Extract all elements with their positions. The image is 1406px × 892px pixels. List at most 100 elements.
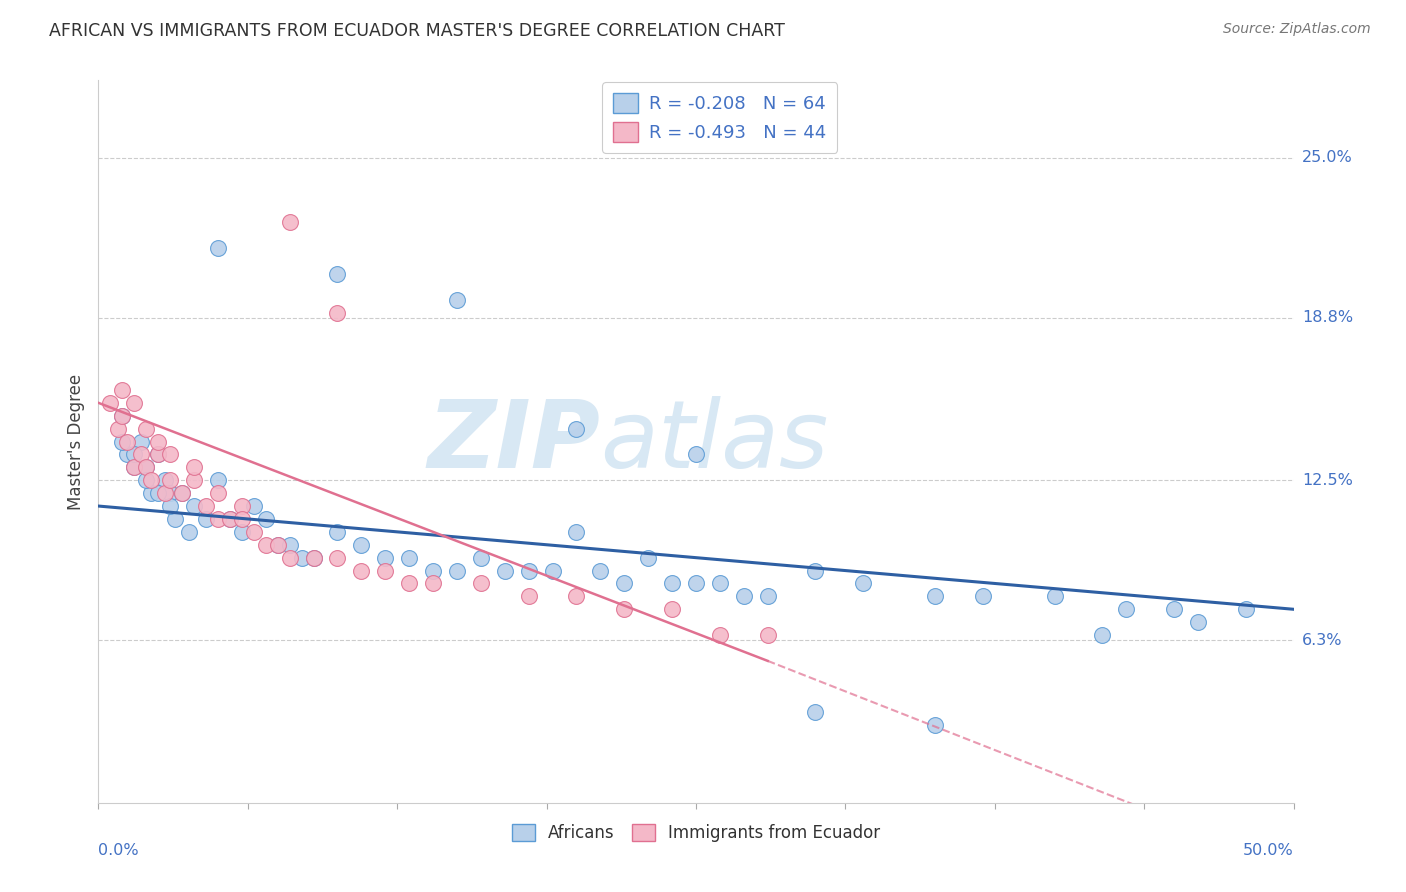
Point bbox=[470, 550, 492, 565]
Point bbox=[278, 215, 301, 229]
Point bbox=[756, 590, 779, 604]
Point bbox=[107, 422, 129, 436]
Point bbox=[278, 550, 301, 565]
Point bbox=[374, 564, 396, 578]
Point bbox=[124, 396, 146, 410]
Point bbox=[1091, 628, 1114, 642]
Point bbox=[326, 305, 349, 319]
Point bbox=[613, 602, 636, 616]
Point bbox=[302, 550, 325, 565]
Point bbox=[159, 486, 181, 500]
Point bbox=[98, 396, 122, 410]
Point bbox=[685, 447, 707, 461]
Point bbox=[350, 564, 373, 578]
Point bbox=[733, 590, 755, 604]
Point bbox=[852, 576, 875, 591]
Point bbox=[231, 499, 253, 513]
Point bbox=[243, 524, 266, 539]
Point bbox=[422, 564, 444, 578]
Point bbox=[517, 564, 540, 578]
Point bbox=[446, 293, 468, 307]
Point bbox=[1163, 602, 1185, 616]
Point bbox=[1234, 602, 1257, 616]
Point bbox=[135, 460, 157, 475]
Point bbox=[398, 576, 420, 591]
Point bbox=[219, 512, 242, 526]
Point bbox=[422, 576, 444, 591]
Point bbox=[172, 486, 194, 500]
Point bbox=[661, 576, 683, 591]
Text: 12.5%: 12.5% bbox=[1302, 473, 1353, 488]
Point bbox=[148, 434, 170, 449]
Point bbox=[195, 512, 218, 526]
Point bbox=[326, 524, 349, 539]
Point bbox=[159, 499, 181, 513]
Point bbox=[207, 512, 229, 526]
Point bbox=[207, 473, 229, 487]
Point bbox=[374, 550, 396, 565]
Point bbox=[155, 473, 177, 487]
Point bbox=[111, 383, 134, 397]
Point bbox=[131, 434, 153, 449]
Point bbox=[159, 447, 181, 461]
Point bbox=[195, 499, 218, 513]
Text: 6.3%: 6.3% bbox=[1302, 632, 1343, 648]
Point bbox=[148, 486, 170, 500]
Point bbox=[637, 550, 659, 565]
Point bbox=[804, 564, 827, 578]
Point bbox=[565, 590, 588, 604]
Point bbox=[183, 499, 205, 513]
Point bbox=[155, 486, 177, 500]
Y-axis label: Master's Degree: Master's Degree bbox=[67, 374, 86, 509]
Point bbox=[661, 602, 683, 616]
Point bbox=[1043, 590, 1066, 604]
Point bbox=[219, 512, 242, 526]
Point bbox=[541, 564, 564, 578]
Point bbox=[115, 447, 138, 461]
Point bbox=[124, 460, 146, 475]
Text: AFRICAN VS IMMIGRANTS FROM ECUADOR MASTER'S DEGREE CORRELATION CHART: AFRICAN VS IMMIGRANTS FROM ECUADOR MASTE… bbox=[49, 22, 785, 40]
Point bbox=[115, 434, 138, 449]
Text: 50.0%: 50.0% bbox=[1243, 843, 1294, 857]
Point bbox=[326, 550, 349, 565]
Point bbox=[135, 422, 157, 436]
Point bbox=[756, 628, 779, 642]
Point bbox=[124, 460, 146, 475]
Point bbox=[924, 718, 946, 732]
Point bbox=[207, 241, 229, 255]
Point bbox=[494, 564, 516, 578]
Point bbox=[565, 524, 588, 539]
Point bbox=[111, 434, 134, 449]
Point bbox=[613, 576, 636, 591]
Legend: Africans, Immigrants from Ecuador: Africans, Immigrants from Ecuador bbox=[505, 817, 887, 848]
Text: Source: ZipAtlas.com: Source: ZipAtlas.com bbox=[1223, 22, 1371, 37]
Point bbox=[1115, 602, 1137, 616]
Point bbox=[111, 409, 134, 423]
Text: atlas: atlas bbox=[600, 396, 828, 487]
Point bbox=[302, 550, 325, 565]
Point bbox=[148, 447, 170, 461]
Text: 25.0%: 25.0% bbox=[1302, 150, 1353, 165]
Point bbox=[254, 512, 277, 526]
Point bbox=[517, 590, 540, 604]
Point bbox=[131, 447, 153, 461]
Point bbox=[139, 473, 162, 487]
Point bbox=[972, 590, 994, 604]
Point bbox=[709, 628, 731, 642]
Point bbox=[446, 564, 468, 578]
Point bbox=[111, 409, 134, 423]
Point bbox=[148, 447, 170, 461]
Point bbox=[267, 538, 290, 552]
Point bbox=[243, 499, 266, 513]
Point bbox=[470, 576, 492, 591]
Point bbox=[924, 590, 946, 604]
Text: ZIP: ZIP bbox=[427, 395, 600, 488]
Point bbox=[183, 460, 205, 475]
Point bbox=[685, 576, 707, 591]
Point bbox=[254, 538, 277, 552]
Point bbox=[709, 576, 731, 591]
Text: 0.0%: 0.0% bbox=[98, 843, 139, 857]
Point bbox=[231, 512, 253, 526]
Point bbox=[231, 524, 253, 539]
Point bbox=[291, 550, 314, 565]
